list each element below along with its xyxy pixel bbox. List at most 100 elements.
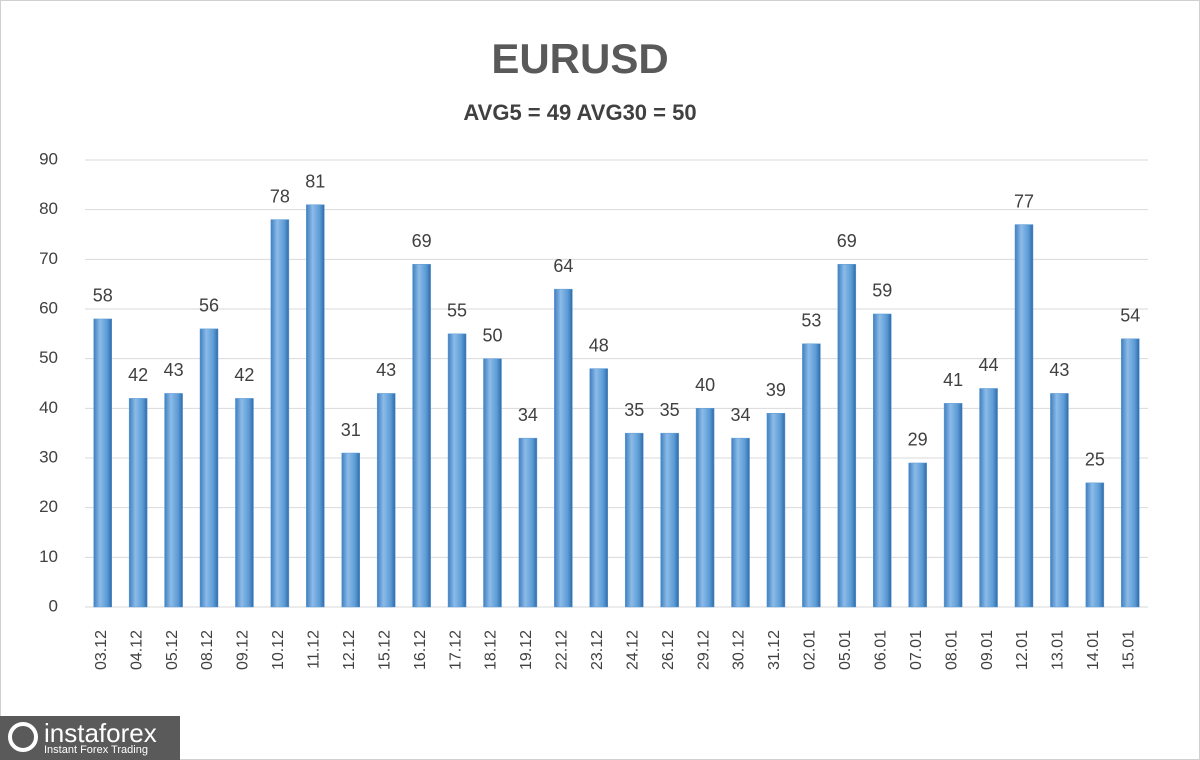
x-tick-label: 15.12 [376, 630, 393, 670]
data-label: 35 [624, 400, 644, 420]
x-tick-label: 09.12 [235, 630, 252, 670]
y-tick-label: 10 [39, 547, 58, 566]
bar [199, 328, 219, 608]
bar [412, 264, 431, 608]
data-label: 44 [979, 355, 999, 375]
data-label: 35 [660, 400, 680, 420]
x-tick-label: 19.12 [518, 630, 535, 670]
x-tick-label: 15.01 [1121, 630, 1138, 670]
y-tick-label: 30 [39, 447, 58, 466]
logo-name: instaforex [44, 718, 157, 748]
x-tick-label: 30.12 [731, 630, 748, 670]
data-label: 34 [518, 405, 538, 425]
bar [1050, 393, 1069, 608]
x-tick-label: 24.12 [624, 630, 641, 670]
bar [660, 432, 679, 608]
y-tick-label: 80 [39, 199, 58, 218]
logo: instaforex Instant Forex Trading [0, 716, 180, 760]
x-tick-label: 18.12 [483, 630, 500, 670]
bar [270, 219, 290, 608]
y-tick-label: 20 [39, 497, 58, 516]
data-label: 81 [305, 171, 325, 191]
y-tick-label: 40 [39, 398, 58, 417]
data-label: 56 [199, 296, 219, 316]
bar [873, 313, 892, 608]
x-tick-label: 23.12 [589, 630, 606, 670]
x-tick-label: 16.12 [412, 630, 429, 670]
data-label: 43 [164, 360, 184, 380]
bar [483, 358, 502, 608]
x-tick-label: 17.12 [447, 630, 464, 670]
x-tick-label: 10.12 [270, 630, 287, 670]
data-label: 43 [376, 360, 396, 380]
data-label: 40 [695, 375, 715, 395]
bar [128, 398, 148, 608]
data-label: 53 [801, 311, 821, 331]
data-label: 48 [589, 335, 609, 355]
x-tick-label: 05.01 [837, 630, 854, 670]
data-label: 58 [93, 286, 113, 306]
bar [766, 413, 786, 608]
data-label: 29 [908, 430, 928, 450]
bar [837, 264, 857, 608]
x-tick-label: 09.01 [979, 630, 996, 670]
y-tick-label: 50 [39, 348, 58, 367]
bar [1121, 338, 1140, 608]
bar [1085, 482, 1105, 608]
bar [979, 388, 998, 608]
bar [731, 437, 750, 608]
chart-title: EURUSD [491, 35, 668, 82]
x-tick-label: 11.12 [306, 630, 323, 669]
y-tick-label: 70 [39, 249, 58, 268]
y-tick-label: 0 [49, 596, 58, 615]
x-tick-label: 08.01 [943, 630, 960, 670]
x-tick-label: 12.12 [341, 630, 358, 670]
bar [341, 452, 360, 608]
data-label: 64 [553, 256, 573, 276]
x-tick-label: 22.12 [554, 630, 571, 670]
x-tick-label: 02.01 [802, 630, 819, 670]
y-tick-label: 90 [39, 149, 58, 168]
data-label: 31 [341, 420, 361, 440]
x-tick-label: 04.12 [128, 630, 145, 670]
x-tick-label: 14.01 [1085, 630, 1102, 670]
data-label: 42 [128, 365, 148, 385]
bar [447, 333, 467, 608]
bar [235, 398, 254, 608]
data-label: 25 [1085, 450, 1105, 470]
data-label: 77 [1014, 191, 1034, 211]
x-tick-label: 06.01 [872, 630, 889, 670]
x-tick-label: 26.12 [660, 630, 677, 670]
data-label: 43 [1049, 360, 1069, 380]
bar [589, 368, 609, 608]
bar [1014, 224, 1034, 608]
bar [943, 403, 963, 608]
logo-icon [8, 722, 38, 752]
bar [695, 408, 715, 608]
x-tick-label: 13.01 [1050, 630, 1067, 670]
data-label: 50 [482, 325, 502, 345]
bar [518, 437, 538, 608]
x-tick-label: 29.12 [695, 630, 712, 670]
x-tick-label: 08.12 [199, 630, 216, 670]
x-tick-label: 03.12 [93, 630, 110, 670]
x-tick-label: 12.01 [1014, 630, 1031, 670]
x-tick-label: 05.12 [164, 630, 181, 670]
bar [802, 343, 821, 608]
x-tick-label: 31.12 [766, 630, 783, 670]
data-label: 59 [872, 281, 892, 301]
data-label: 41 [943, 370, 963, 390]
data-label: 69 [837, 231, 857, 251]
data-label: 69 [412, 231, 432, 251]
data-label: 34 [731, 405, 751, 425]
data-label: 78 [270, 186, 290, 206]
data-label: 42 [234, 365, 254, 385]
bar [554, 288, 573, 608]
bar [908, 462, 927, 608]
data-label: 54 [1120, 306, 1140, 326]
bar [164, 393, 183, 608]
bar [376, 393, 396, 608]
bar [624, 432, 644, 608]
